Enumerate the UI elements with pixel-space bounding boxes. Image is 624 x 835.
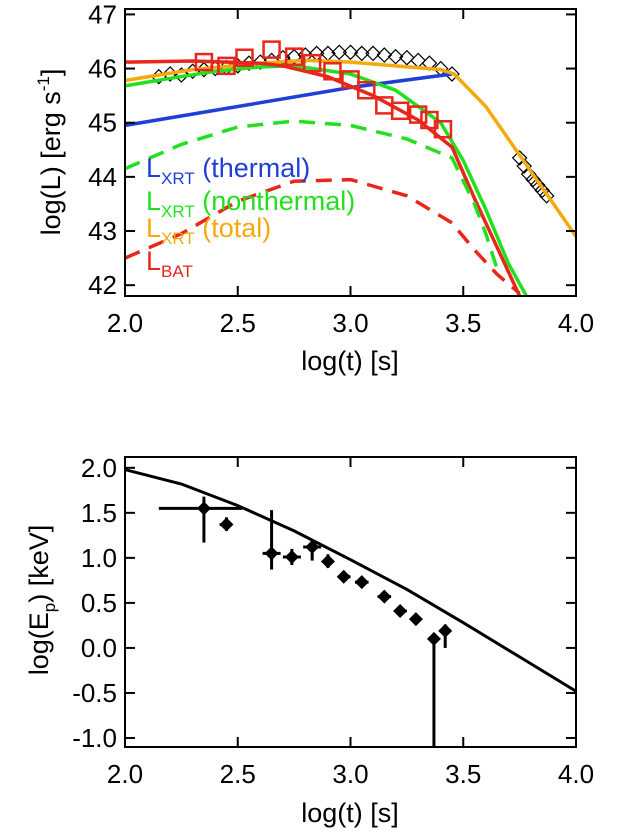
xrt-data-point (525, 171, 542, 188)
peak-energy-xtick-label: 3.5 (445, 759, 481, 789)
peak-energy-xtick-label: 4.0 (558, 759, 594, 789)
xrt-data-point (342, 44, 359, 61)
xrt-data-point (353, 45, 370, 62)
luminosity-y-axis-label: log(L) [erg s-1] (34, 69, 66, 236)
legend-entry: LXRT (total) (146, 213, 271, 248)
legend-entry: LXRT (nonthermal) (146, 186, 355, 221)
bat-data-point (341, 70, 360, 89)
bat-data-point (433, 119, 453, 139)
xrt-data-point (331, 44, 348, 61)
peak-energy-point (305, 540, 320, 555)
peak-energy-plot-area (125, 468, 576, 747)
xrt-data-point (538, 187, 555, 204)
bat-data-point (390, 101, 410, 121)
luminosity-xtick-label: 4.0 (558, 308, 594, 338)
peak-energy-point (336, 569, 351, 584)
xrt-data-point (376, 47, 393, 63)
peak-energy-point (426, 631, 441, 646)
bat-data-point (217, 56, 236, 76)
peak-energy-ytick-label: 0.0 (81, 633, 117, 663)
peak-energy-ytick-label: 0.5 (81, 588, 117, 618)
model-line (125, 468, 576, 693)
xrt-data-point (516, 158, 532, 174)
bat-data-point (284, 47, 304, 66)
xrt-data-point (387, 48, 404, 65)
peak-energy-xtick-label: 2.5 (220, 759, 256, 789)
luminosity-xtick-label: 2.0 (107, 308, 143, 338)
peak-energy-point (408, 612, 423, 627)
peak-energy-point (196, 501, 211, 516)
peak-energy-point (438, 623, 453, 638)
luminosity-xtick-label: 3.0 (332, 308, 368, 338)
series-line-thermal (125, 72, 453, 128)
peak-energy-point (393, 604, 408, 619)
luminosity-ytick-label: 44 (88, 162, 117, 192)
luminosity-ytick-label: 43 (88, 216, 117, 246)
xrt-data-point (511, 150, 528, 166)
luminosity-plot-area (125, 40, 576, 296)
peak-energy-ytick-label: -1.0 (72, 723, 117, 753)
luminosity-ticks: 2.0 2.5 3.0 3.5 4.0 42 43 44 45 46 47 (88, 0, 594, 338)
peak-energy-point (377, 589, 392, 604)
peak-energy-ytick-label: 1.5 (81, 498, 117, 528)
luminosity-ytick-label: 46 (88, 54, 117, 84)
peak-energy-ytick-label: -0.5 (72, 678, 117, 708)
peak-energy-ytick-label: 1.0 (81, 543, 117, 573)
xrt-data-point (534, 182, 551, 199)
xrt-data-point (410, 52, 426, 69)
peak-energy-ticks: 2.0 2.5 3.0 3.5 4.0 2.0 1.5 1.0 0.5 0.0 -0.5 -1.0 (72, 453, 594, 789)
luminosity-panel: 2.0 2.5 3.0 3.5 4.0 42 43 44 45 46 47 LXRT (therma… (34, 0, 594, 376)
luminosity-x-axis-label: log(t) [s] (301, 346, 399, 376)
luminosity-axes-frame (124, 8, 577, 297)
peak-energy-point (219, 517, 234, 532)
luminosity-ytick-label: 47 (88, 0, 117, 29)
xrt-data-point (365, 45, 381, 62)
bat-data-point (235, 48, 254, 67)
bat-data-point (302, 53, 322, 73)
peak-energy-point (354, 575, 369, 590)
luminosity-xtick-label: 3.5 (445, 308, 481, 338)
bat-data-point (194, 52, 214, 72)
luminosity-xtick-label: 2.5 (220, 308, 256, 338)
xrt-data-point (520, 166, 537, 183)
peak-energy-y-axis-label: log(Ep) [keV] (24, 525, 59, 676)
peak-energy-x-axis-label: log(t) [s] (301, 798, 399, 828)
luminosity-legend: LXRT (thermal)LXRT (nonthermal)LXRT (tot… (146, 153, 355, 281)
luminosity-ytick-label: 45 (88, 108, 117, 138)
legend-entry: LBAT (146, 246, 193, 281)
legend-entry: LXRT (thermal) (146, 153, 310, 188)
peak-energy-panel: 2.0 2.5 3.0 3.5 4.0 2.0 1.5 1.0 0.5 0.0 -0.5 -1.0 l… (24, 453, 594, 828)
series-line-nonthermal_dashed (125, 119, 499, 270)
peak-energy-xtick-label: 2.0 (107, 759, 143, 789)
luminosity-ytick-label: 42 (88, 270, 117, 300)
bat-data-point (323, 62, 342, 81)
peak-energy-ytick-label: 2.0 (81, 453, 117, 483)
series-line-bat_dashed (125, 177, 521, 295)
peak-energy-point (264, 546, 279, 561)
bat-data-point (262, 40, 281, 59)
peak-energy-point (320, 554, 335, 569)
xrt-data-point (529, 177, 546, 193)
bat-data-point (408, 105, 428, 124)
peak-energy-point (284, 549, 299, 564)
peak-energy-xtick-label: 3.0 (332, 759, 368, 789)
bat-data-point (357, 80, 376, 100)
xrt-data-point (399, 49, 415, 66)
peak-energy-axes-frame (124, 456, 577, 748)
